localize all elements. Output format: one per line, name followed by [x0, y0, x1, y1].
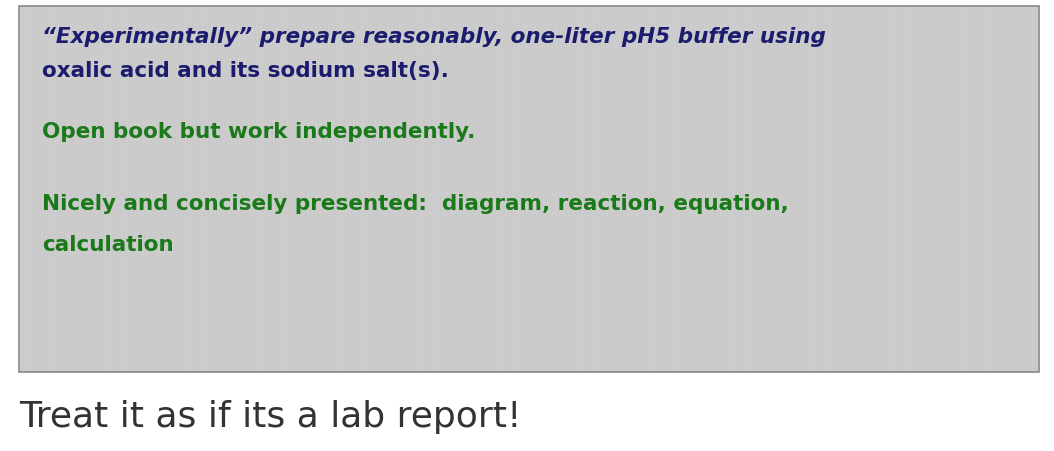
- Text: oxalic acid and its sodium salt(s).: oxalic acid and its sodium salt(s).: [42, 61, 449, 81]
- Text: Nicely and concisely presented:  diagram, reaction, equation,: Nicely and concisely presented: diagram,…: [42, 194, 788, 214]
- Text: calculation: calculation: [42, 235, 174, 254]
- Text: Treat it as if its a lab report!: Treat it as if its a lab report!: [19, 399, 522, 433]
- Text: “Experimentally” prepare reasonably, one-liter pH5 buffer using: “Experimentally” prepare reasonably, one…: [42, 27, 826, 47]
- FancyBboxPatch shape: [19, 7, 1039, 372]
- Text: Open book but work independently.: Open book but work independently.: [42, 122, 475, 142]
